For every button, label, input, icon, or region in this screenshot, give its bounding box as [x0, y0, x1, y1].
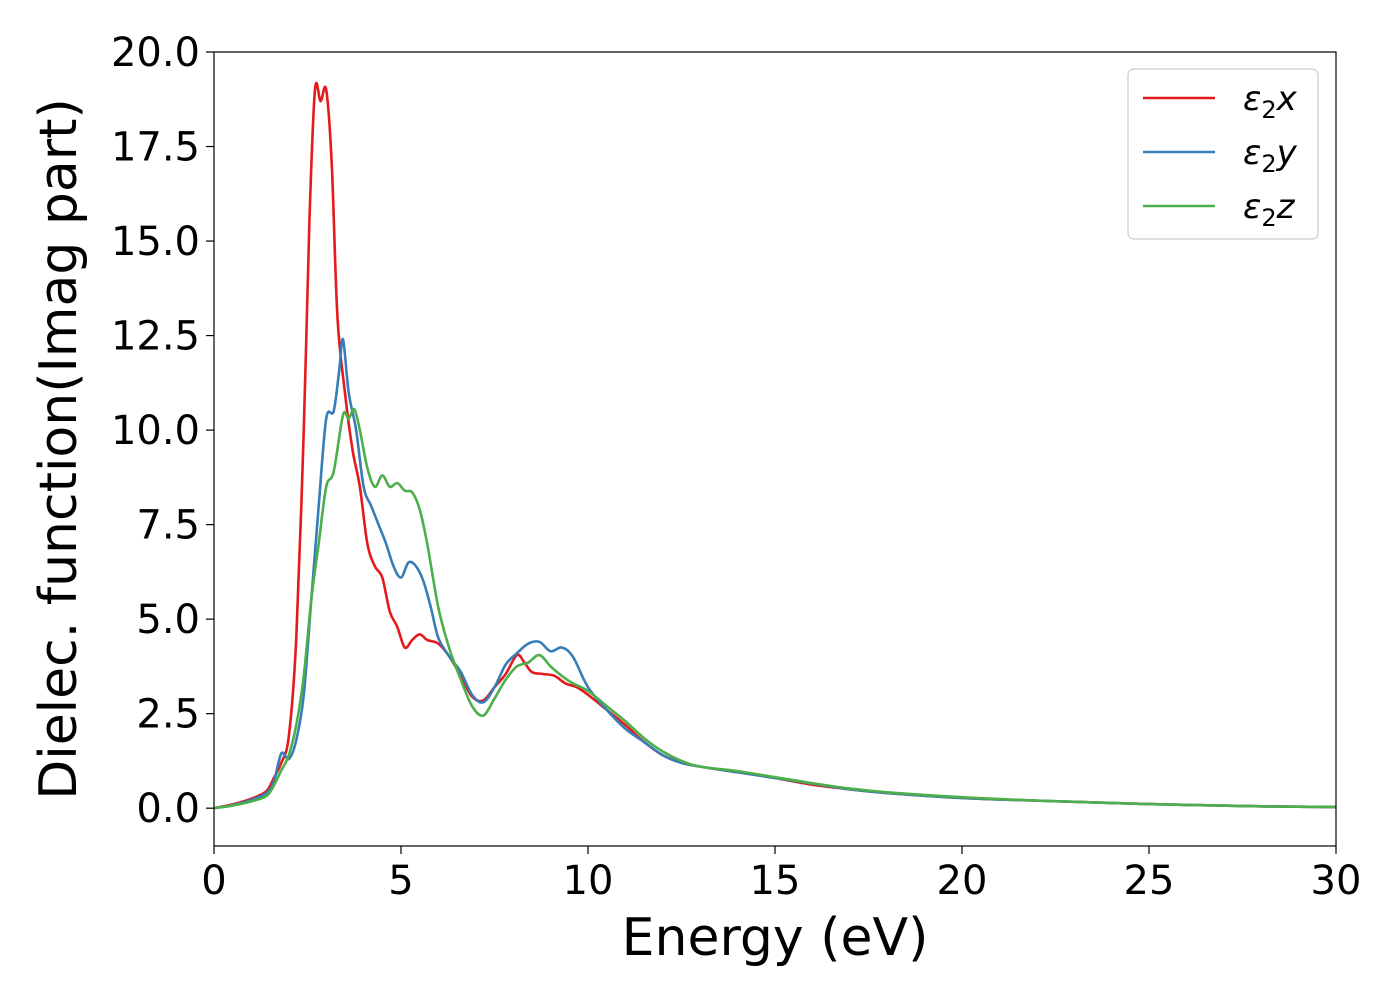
series-group — [213, 81, 1337, 810]
y-tick-label: 0.0 — [136, 786, 200, 832]
legend-frame — [1127, 68, 1319, 240]
y-tick-label: 5.0 — [136, 597, 200, 643]
x-tick-label: 30 — [1311, 858, 1362, 904]
y-tick-label: 2.5 — [136, 692, 200, 738]
legend: ε2x ε2y ε2z — [1127, 68, 1319, 240]
y-tick-label: 12.5 — [111, 314, 200, 360]
x-tick-label: 15 — [750, 858, 801, 904]
y-axis-label: Dielec. function(Imag part) — [29, 98, 89, 800]
y-tick-label: 20.0 — [111, 30, 200, 76]
y-tick-label: 15.0 — [111, 219, 200, 265]
x-axis-label: Energy (eV) — [622, 908, 929, 968]
x-tick-label: 5 — [388, 858, 413, 904]
legend-label-z: ε2z — [1243, 187, 1296, 232]
x-axis: 0 5 10 15 20 25 30 — [201, 846, 1361, 904]
legend-label-x: ε2x — [1243, 79, 1298, 124]
x-tick-label: 0 — [201, 858, 226, 904]
x-tick-label: 10 — [563, 858, 614, 904]
x-tick-label: 25 — [1124, 858, 1175, 904]
y-tick-label: 7.5 — [136, 503, 200, 549]
series-line-z — [213, 407, 1337, 810]
legend-label-y: ε2y — [1243, 133, 1298, 178]
y-tick-label: 10.0 — [111, 408, 200, 454]
y-axis: 0.0 2.5 5.0 7.5 10.0 12.5 15.0 17.5 20.0 — [111, 30, 214, 832]
y-tick-label: 17.5 — [111, 125, 200, 171]
x-tick-label: 20 — [937, 858, 988, 904]
